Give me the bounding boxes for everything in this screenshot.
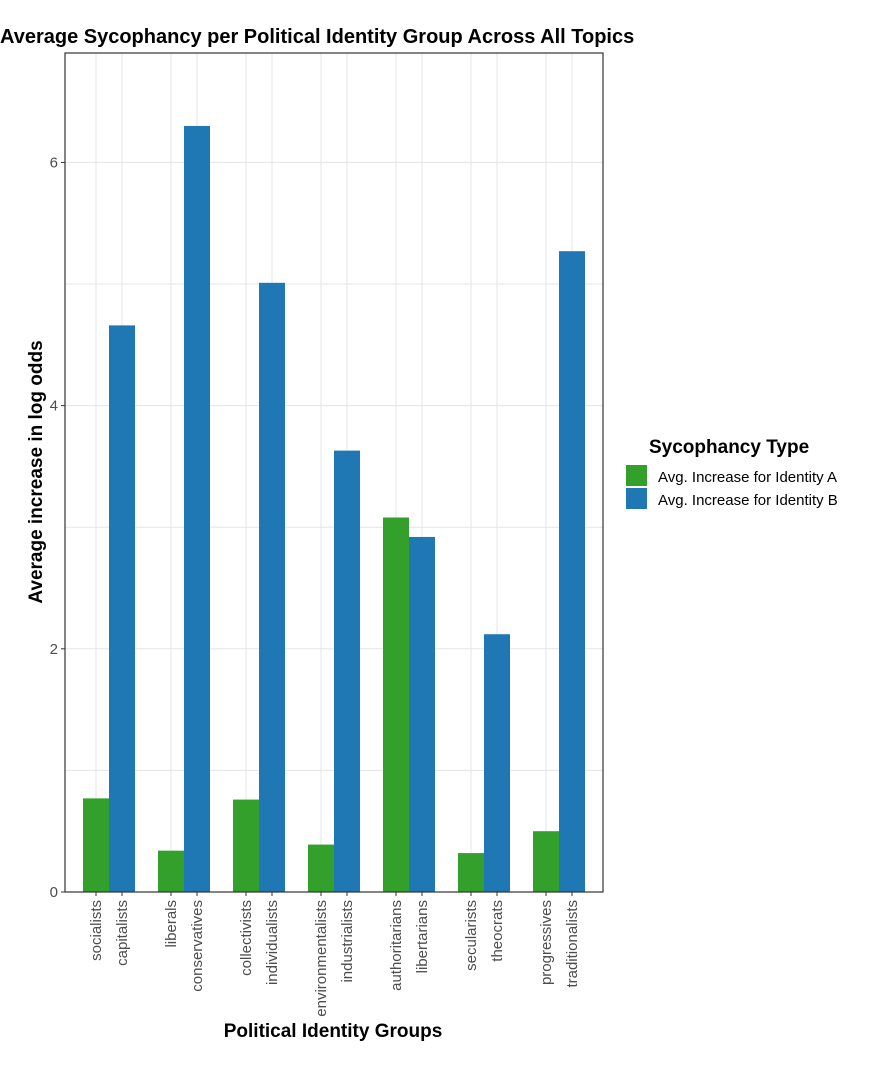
x-tick-label-liberals: liberals: [163, 900, 180, 948]
x-tick-label-libertarians: libertarians: [414, 900, 431, 973]
x-tick-label-traditionalists: traditionalists: [564, 900, 581, 988]
x-tick-label-capitalists: capitalists: [114, 900, 131, 966]
x-tick-label-conservatives: conservatives: [189, 900, 206, 992]
y-tick-label: 0: [50, 884, 58, 901]
bar-capitalists-identity-b: [109, 325, 135, 893]
bar-traditionalists-identity-b: [559, 251, 585, 892]
bar-socialists-identity-a: [83, 798, 109, 892]
x-axis-ticks: socialists capitalists liberals conservativ…: [88, 892, 581, 1017]
bars: [83, 125, 585, 893]
x-tick-label-industrialists: industrialists: [339, 900, 356, 983]
y-tick-label: 4: [50, 398, 58, 415]
legend: Sycophancy Type Avg. Increase for Identi…: [626, 437, 838, 509]
x-tick-label-individualists: individualists: [264, 900, 281, 985]
x-axis-title: Political Identity Groups: [224, 1021, 443, 1042]
y-axis-title: Average increase in log odds: [26, 340, 47, 603]
bar-progressives-identity-a: [533, 831, 559, 892]
bar-secularists-identity-a: [458, 853, 484, 892]
legend-swatch-identity-a: [626, 465, 647, 486]
chart-title: Average Sycophancy per Political Identit…: [0, 26, 634, 48]
bar-environmentalists-identity-a: [308, 844, 334, 892]
x-tick-label-authoritarians: authoritarians: [388, 900, 405, 991]
legend-title: Sycophancy Type: [649, 437, 809, 458]
x-tick-label-collectivists: collectivists: [238, 900, 255, 976]
y-tick-label: 6: [50, 154, 58, 171]
x-tick-label-socialists: socialists: [88, 900, 105, 961]
bar-industrialists-identity-b: [334, 450, 360, 892]
plot-border: [64, 52, 604, 893]
legend-swatch-identity-b: [626, 488, 647, 509]
x-tick-label-environmentalists: environmentalists: [313, 900, 330, 1017]
bar-individualists-identity-b: [259, 282, 285, 892]
bar-liberals-identity-a: [158, 850, 184, 892]
bar-theocrats-identity-b: [484, 634, 510, 892]
x-tick-label-progressives: progressives: [538, 900, 555, 985]
y-axis-ticks: 0 2 4 6: [50, 154, 65, 901]
bar-conservatives-identity-b: [184, 125, 210, 892]
bar-collectivists-identity-a: [233, 799, 259, 892]
x-tick-label-secularists: secularists: [463, 900, 480, 971]
legend-label-identity-b: Avg. Increase for Identity B: [658, 492, 838, 509]
x-tick-label-theocrats: theocrats: [489, 900, 506, 962]
y-tick-label: 2: [50, 641, 58, 658]
bar-libertarians-identity-b: [409, 536, 435, 892]
legend-label-identity-a: Avg. Increase for Identity A: [658, 469, 837, 486]
bar-authoritarians-identity-a: [383, 517, 409, 892]
